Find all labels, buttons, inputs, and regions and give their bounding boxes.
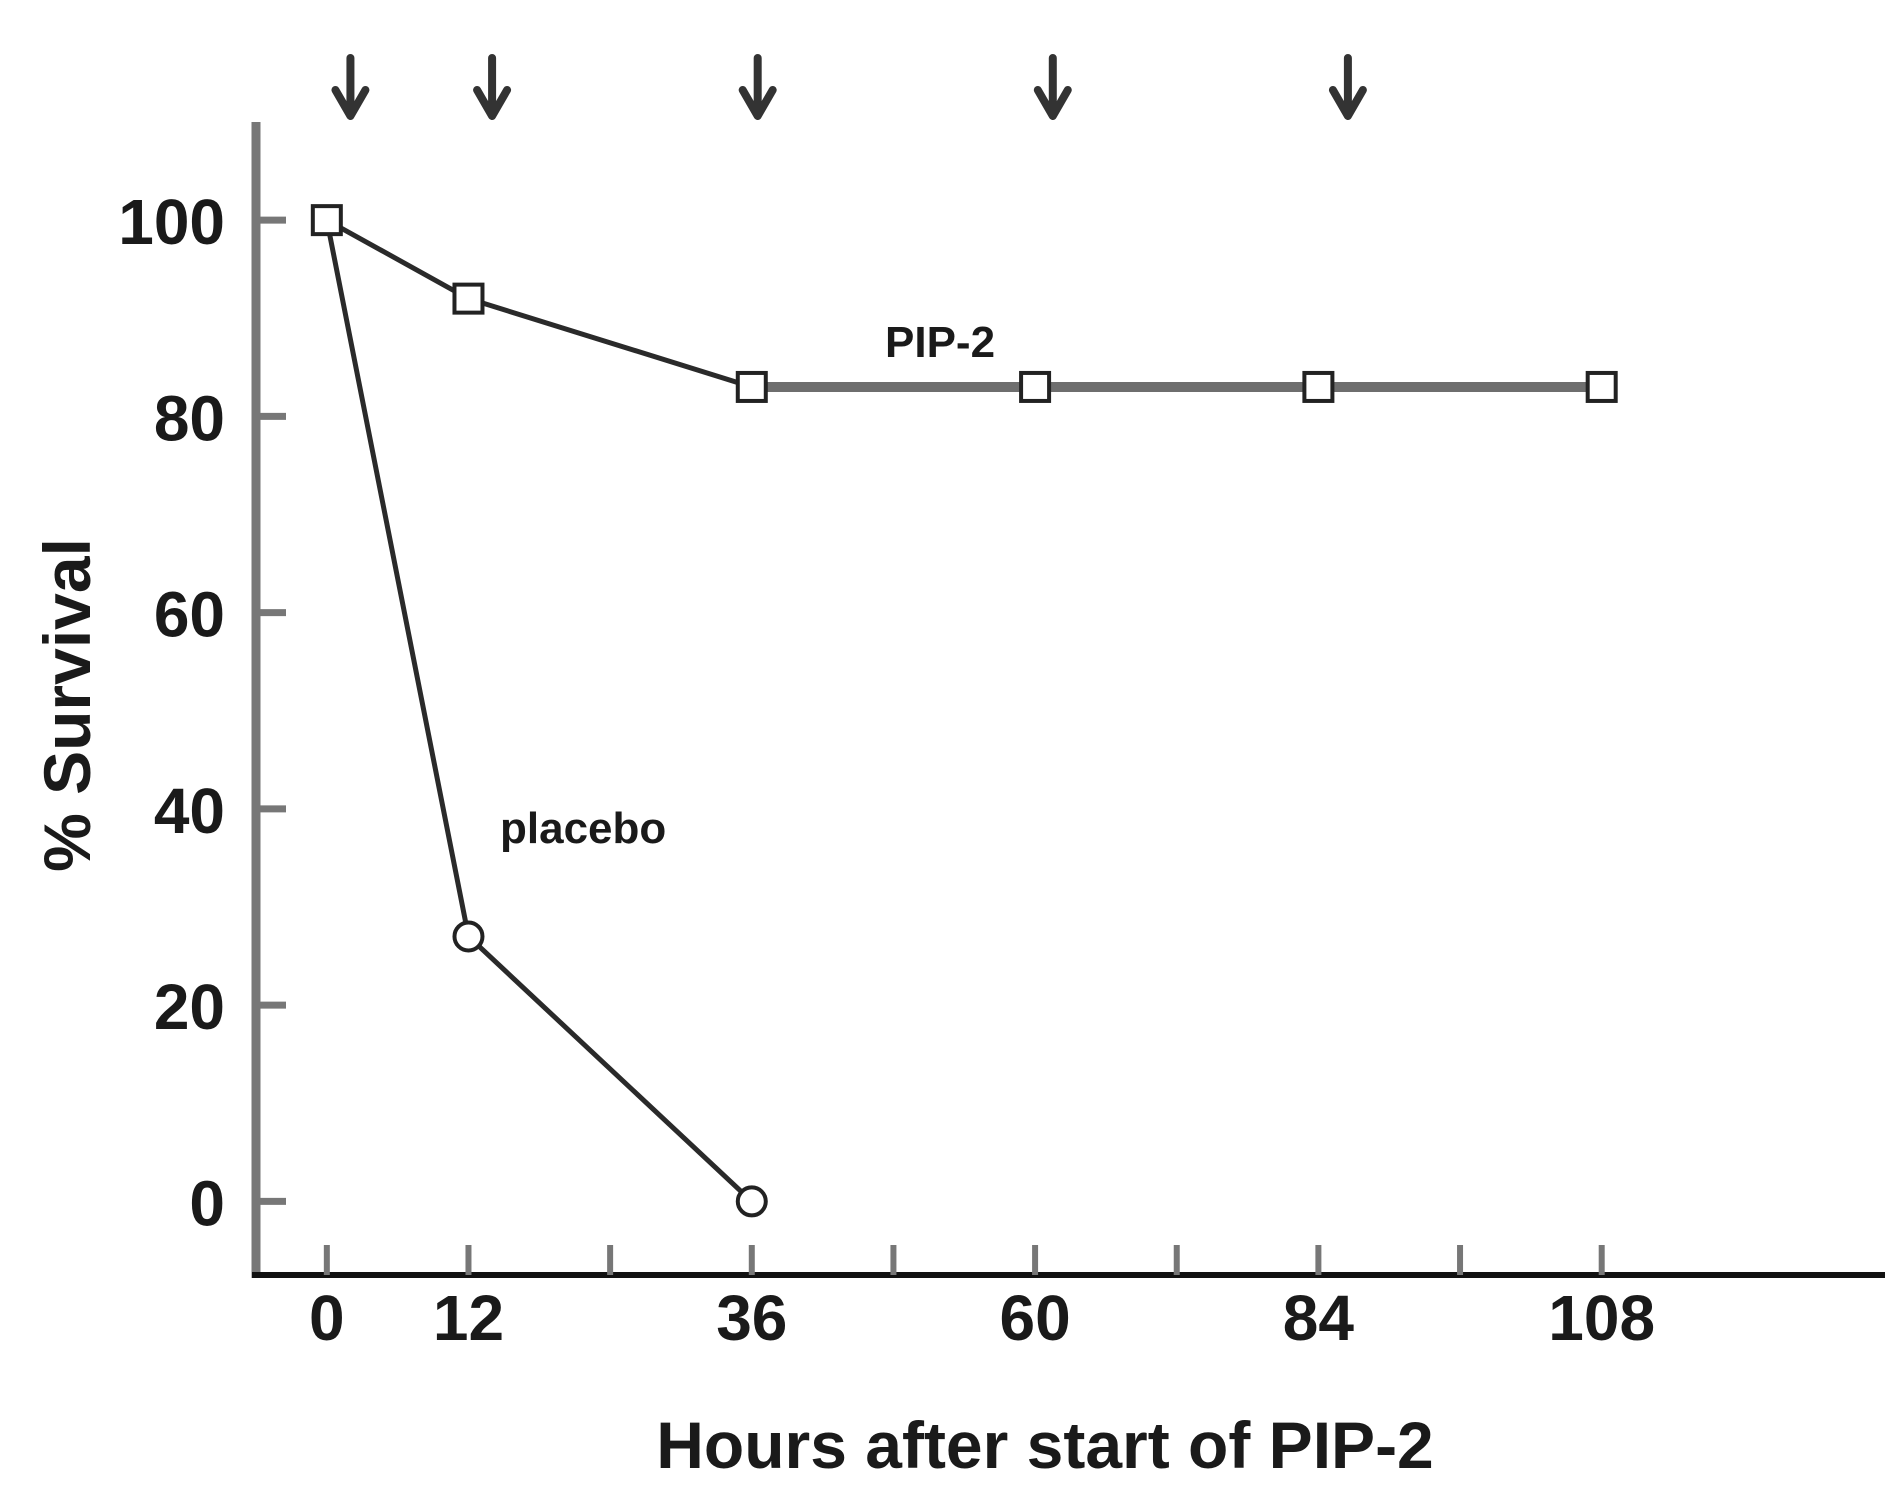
- y-tick-label: 60: [154, 579, 225, 651]
- pip2-line-segment: [324, 217, 471, 302]
- x-tick-label: 60: [999, 1282, 1070, 1354]
- pip2-point: [735, 370, 768, 403]
- dose-arrow-icon: [331, 54, 370, 120]
- series-lines: [324, 217, 1607, 1204]
- pip2-line-segment: [465, 296, 755, 390]
- placebo-line-segment: [465, 933, 755, 1204]
- dose-arrow-icon: [473, 54, 512, 120]
- x-tick-label: 108: [1548, 1282, 1655, 1354]
- series-label-placebo: placebo: [500, 804, 666, 853]
- x-tick-label: 12: [433, 1282, 504, 1354]
- placebo-point: [735, 1185, 768, 1218]
- axes: [251, 122, 1885, 1278]
- x-tick-label: 0: [309, 1282, 345, 1354]
- ticks: 0 20 40 60 80 100 0 12 36 60 84 108: [118, 186, 1655, 1354]
- y-tick-label: 100: [118, 186, 225, 258]
- placebo-point: [452, 920, 485, 953]
- y-tick-label: 0: [189, 1167, 225, 1239]
- dose-arrows: [331, 54, 1367, 120]
- series-markers: [310, 204, 1618, 1218]
- y-tick-label: 80: [154, 382, 225, 454]
- dose-arrow-icon: [738, 54, 777, 120]
- placebo-line-segment: [324, 217, 471, 939]
- pip2-point: [1302, 370, 1335, 403]
- series-label-pip2: PIP-2: [885, 318, 995, 367]
- x-tick-label: 36: [716, 1282, 787, 1354]
- pip2-point: [1019, 370, 1052, 403]
- pip2-point: [1585, 370, 1618, 403]
- dose-arrow-icon: [1033, 54, 1072, 120]
- y-tick-label: 40: [154, 775, 225, 847]
- pip2-point: [310, 204, 343, 237]
- x-axis-title: Hours after start of PIP-2: [656, 1408, 1434, 1482]
- y-axis-title: % Survival: [30, 538, 104, 872]
- pip2-point: [452, 282, 485, 315]
- dose-arrow-icon: [1328, 54, 1367, 120]
- y-tick-label: 20: [154, 971, 225, 1043]
- x-tick-label: 84: [1283, 1282, 1355, 1354]
